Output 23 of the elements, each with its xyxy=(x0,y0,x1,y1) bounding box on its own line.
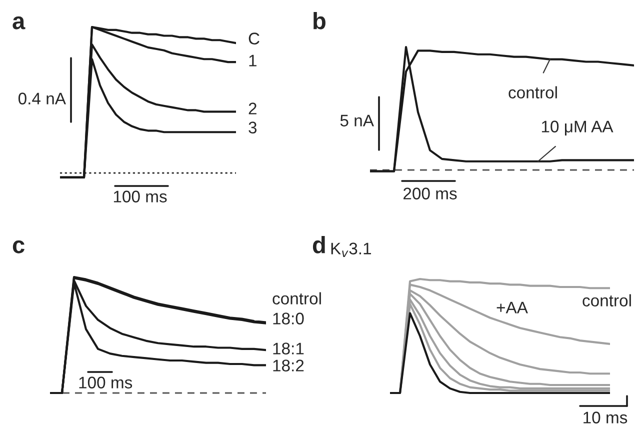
series-label: control xyxy=(508,86,557,98)
series-label: control xyxy=(582,294,631,306)
text: 200 ms xyxy=(404,188,457,200)
series-label: 18:0 xyxy=(273,312,304,324)
chart-title: a xyxy=(12,16,26,30)
annotation: 100 ms xyxy=(79,376,132,388)
text: 100 ms xyxy=(114,190,167,202)
series-label: C xyxy=(248,32,260,44)
chart-title: d xyxy=(312,236,325,254)
annotation: 5 nA xyxy=(340,114,374,126)
series-label: 2 xyxy=(248,102,256,114)
chart-title: c xyxy=(12,240,24,254)
annotation: +AA xyxy=(496,302,528,314)
text: 10 ms xyxy=(584,412,628,424)
series-label: control xyxy=(272,292,321,304)
series-label: 3 xyxy=(248,122,257,134)
chart-subtitle: K$_{v}$3.1 xyxy=(331,242,371,258)
chart-title: b xyxy=(314,12,326,30)
annotation: 0.4 nA xyxy=(18,92,66,104)
series-label: 10 μM AA xyxy=(542,120,614,136)
series-label: 18:1 xyxy=(273,342,304,354)
series-label: 18:2 xyxy=(273,360,304,372)
series-label: 1 xyxy=(249,54,256,66)
